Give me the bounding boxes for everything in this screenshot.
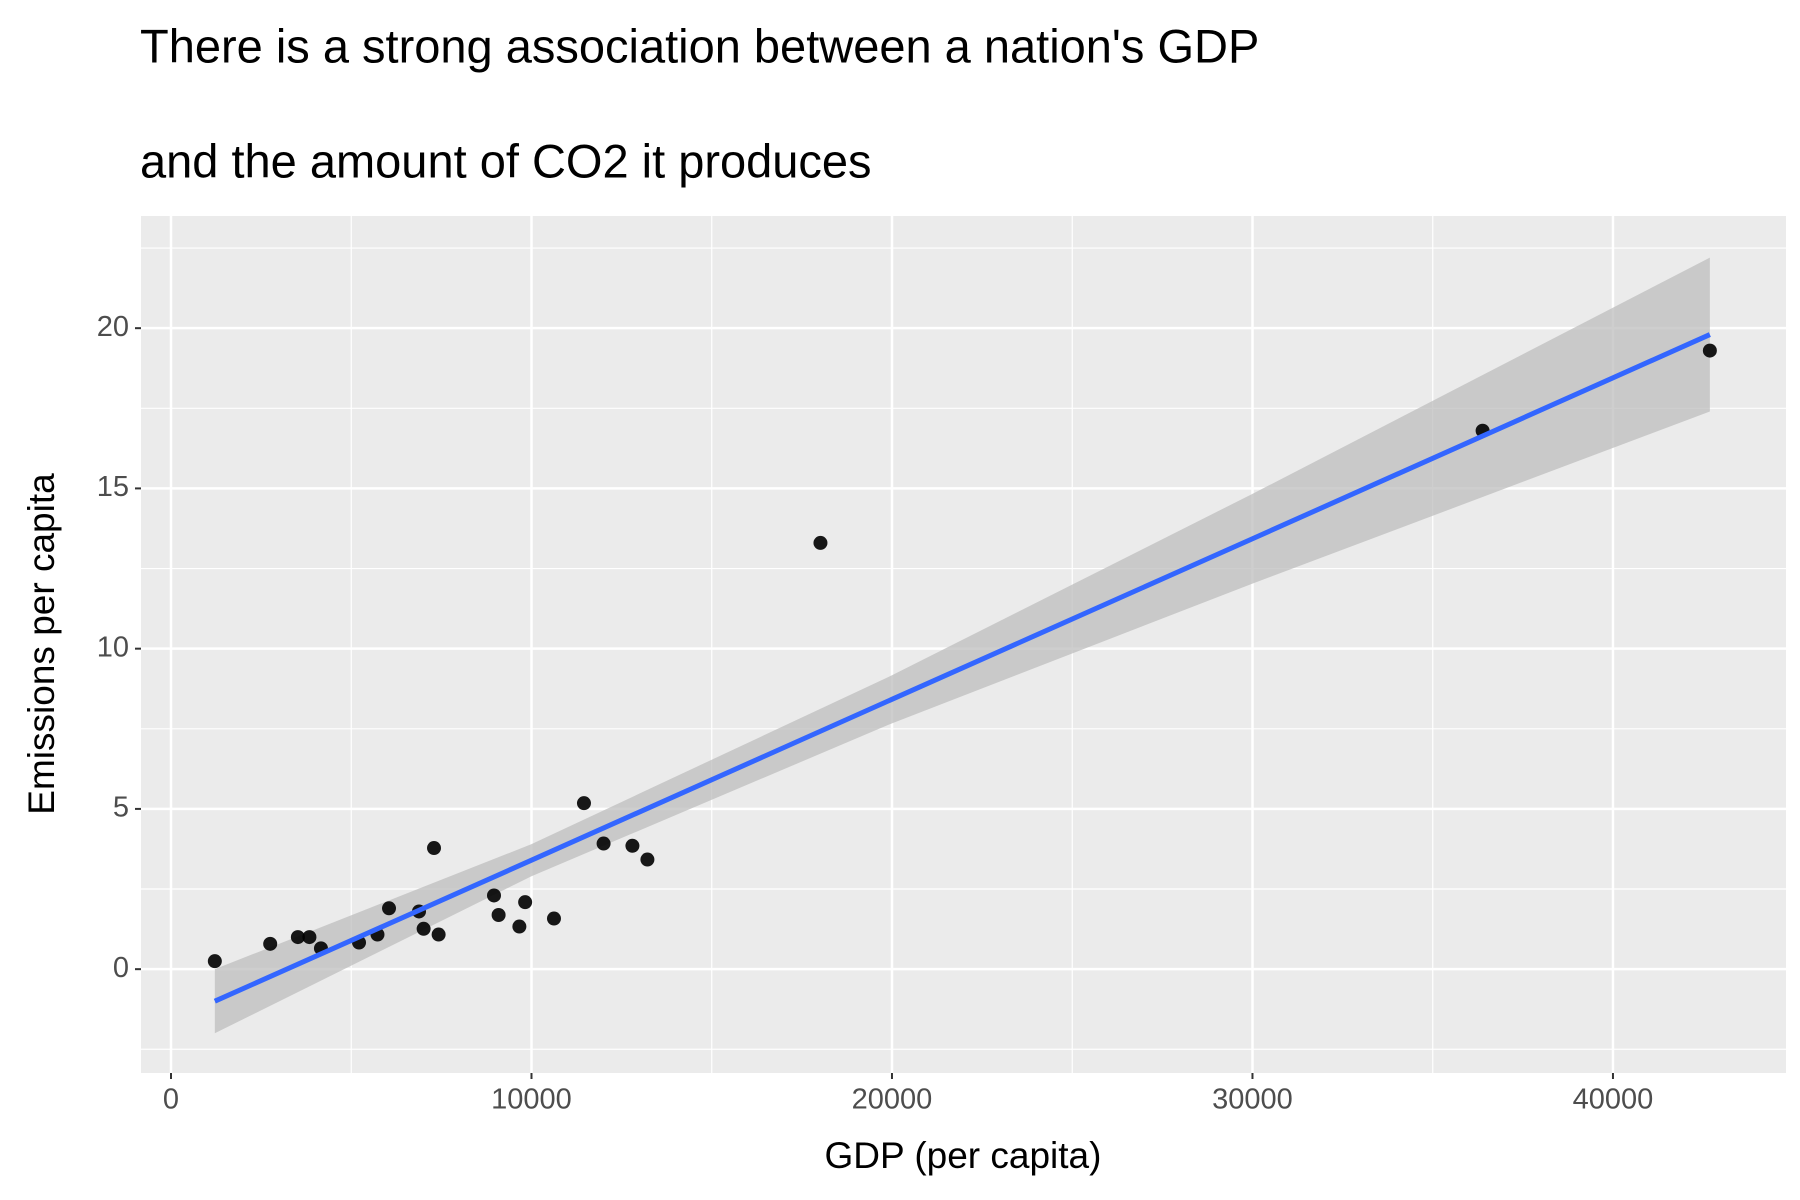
y-tick-label: 15 — [97, 471, 129, 503]
confidence-band — [214, 257, 1710, 1034]
data-point — [596, 836, 611, 851]
x-tick-label: 20000 — [852, 1084, 933, 1116]
x-axis-title: GDP (per capita) — [825, 1135, 1102, 1176]
data-point — [427, 841, 442, 856]
data-point — [302, 930, 317, 945]
data-point — [518, 895, 533, 910]
chart-title: There is a strong association between a … — [140, 19, 1259, 72]
y-tick-label: 0 — [113, 952, 129, 984]
chart-title: and the amount of CO2 it produces — [140, 134, 872, 187]
data-point — [290, 930, 305, 945]
x-tick-label: 40000 — [1573, 1084, 1654, 1116]
y-axis-title: Emissions per capita — [21, 473, 62, 815]
x-tick-label: 0 — [163, 1084, 179, 1116]
data-point — [640, 852, 655, 867]
data-point — [1702, 343, 1717, 358]
data-point — [431, 927, 446, 942]
data-point — [512, 919, 527, 934]
data-point — [491, 907, 506, 922]
data-point — [207, 954, 222, 969]
y-tick-label: 5 — [113, 792, 129, 824]
data-point — [416, 921, 431, 936]
y-tick-label: 10 — [97, 631, 129, 663]
data-point — [546, 911, 561, 926]
x-tick-label: 30000 — [1212, 1084, 1293, 1116]
data-point — [576, 796, 591, 811]
data-point — [625, 838, 640, 853]
fit-line — [213, 332, 1711, 1004]
y-tick-label: 20 — [97, 311, 129, 343]
data-point — [813, 535, 828, 550]
data-point — [382, 901, 397, 916]
data-point — [263, 936, 278, 951]
data-point — [486, 888, 501, 903]
x-tick-label: 10000 — [491, 1084, 572, 1116]
